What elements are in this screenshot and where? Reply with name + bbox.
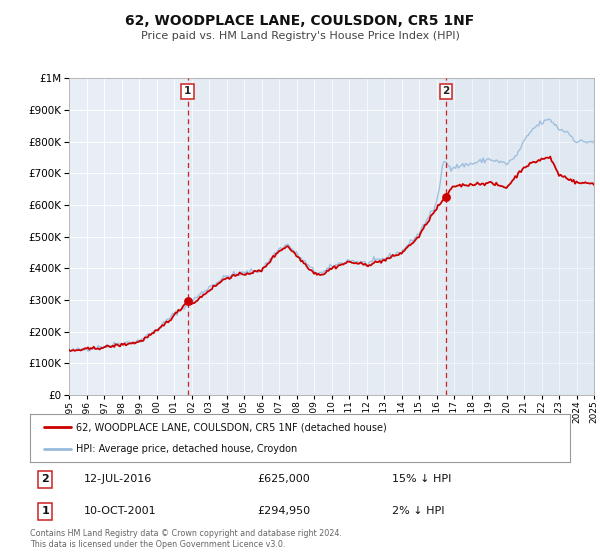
- Text: Price paid vs. HM Land Registry's House Price Index (HPI): Price paid vs. HM Land Registry's House …: [140, 31, 460, 41]
- Text: 62, WOODPLACE LANE, COULSDON, CR5 1NF: 62, WOODPLACE LANE, COULSDON, CR5 1NF: [125, 14, 475, 28]
- Text: £625,000: £625,000: [257, 474, 310, 484]
- Text: 2% ↓ HPI: 2% ↓ HPI: [392, 506, 444, 516]
- Text: 15% ↓ HPI: 15% ↓ HPI: [392, 474, 451, 484]
- Text: 2: 2: [41, 474, 49, 484]
- Point: [183, 297, 193, 306]
- Text: £294,950: £294,950: [257, 506, 310, 516]
- Text: Contains HM Land Registry data © Crown copyright and database right 2024.
This d: Contains HM Land Registry data © Crown c…: [30, 529, 342, 549]
- Text: 1: 1: [184, 86, 191, 96]
- Text: HPI: Average price, detached house, Croydon: HPI: Average price, detached house, Croy…: [76, 444, 297, 454]
- Text: 1: 1: [41, 506, 49, 516]
- Bar: [188, 78, 594, 395]
- Text: 10-OCT-2001: 10-OCT-2001: [84, 506, 157, 516]
- Text: 62, WOODPLACE LANE, COULSDON, CR5 1NF (detached house): 62, WOODPLACE LANE, COULSDON, CR5 1NF (d…: [76, 422, 386, 432]
- Text: 12-JUL-2016: 12-JUL-2016: [84, 474, 152, 484]
- Point: [441, 193, 451, 202]
- Text: 2: 2: [442, 86, 449, 96]
- Bar: [446, 78, 594, 395]
